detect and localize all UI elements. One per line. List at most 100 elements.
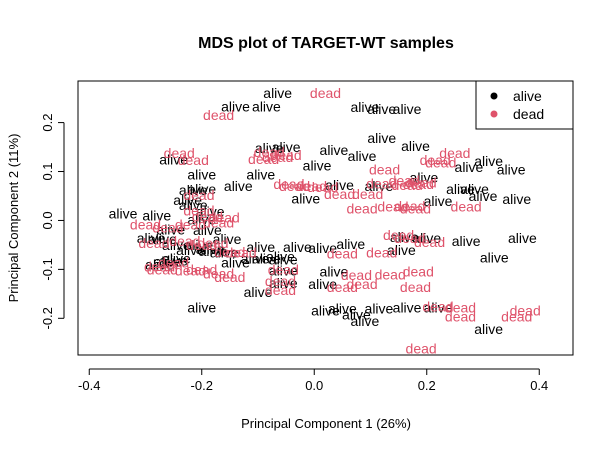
point-label-alive: alive: [196, 241, 225, 257]
point-label-alive: alive: [244, 284, 273, 300]
point-label-alive: alive: [452, 233, 481, 249]
point-label-alive: alive: [173, 192, 202, 208]
point-label-alive: alive: [159, 151, 188, 167]
legend: alive dead: [475, 80, 574, 130]
point-label-dead: dead: [186, 261, 217, 277]
point-label-alive: alive: [367, 130, 396, 146]
point-label-dead: dead: [375, 266, 406, 282]
point-label-dead: dead: [394, 230, 425, 246]
point-label-alive: alive: [185, 237, 214, 253]
point-label-dead: dead: [420, 152, 451, 168]
point-label-dead: dead: [451, 199, 482, 215]
point-label-alive: alive: [224, 178, 253, 194]
point-label-dead: dead: [366, 175, 397, 191]
point-label-dead: dead: [158, 255, 189, 271]
legend-label-dead: dead: [513, 106, 544, 122]
point-label-alive: alive: [350, 99, 379, 115]
point-label-dead: dead: [262, 149, 293, 165]
point-label-alive: alive: [308, 276, 337, 292]
point-label-dead: dead: [510, 302, 541, 318]
point-label-dead: dead: [214, 269, 245, 285]
point-label-alive: alive: [269, 275, 298, 291]
point-label-dead: dead: [203, 214, 234, 230]
point-label-alive: alive: [328, 301, 357, 317]
point-label-alive: alive: [320, 263, 349, 279]
point-label-alive: alive: [336, 236, 365, 252]
point-label-dead: dead: [406, 341, 437, 357]
point-label-dead: dead: [209, 210, 240, 226]
point-label-dead: dead: [341, 267, 372, 283]
point-label-alive: alive: [162, 237, 191, 253]
point-label-dead: dead: [400, 201, 431, 217]
point-label-alive: alive: [221, 255, 250, 271]
point-label-alive: alive: [446, 181, 475, 197]
point-label-dead: dead: [273, 176, 304, 192]
point-label-alive: alive: [154, 254, 183, 270]
point-label-dead: dead: [391, 177, 422, 193]
point-label-dead: dead: [203, 265, 234, 281]
y-tick-label: 0.1: [40, 162, 55, 180]
point-label-dead: dead: [226, 245, 257, 261]
point-label-dead: dead: [175, 262, 206, 278]
point-label-alive: alive: [350, 313, 379, 329]
y-tick-label: 0.2: [40, 114, 55, 132]
point-label-alive: alive: [367, 101, 396, 117]
point-label-alive: alive: [308, 240, 337, 256]
point-label-alive: alive: [424, 193, 453, 209]
point-label-dead: dead: [186, 237, 217, 253]
x-tick-label: 0.0: [305, 378, 323, 393]
point-label-alive: alive: [269, 262, 298, 278]
point-label-alive: alive: [266, 249, 295, 265]
point-label-alive: alive: [390, 229, 419, 245]
point-label-alive: alive: [187, 211, 216, 227]
point-label-dead: dead: [214, 244, 245, 260]
point-label-alive: alive: [210, 245, 239, 261]
y-axis-label: Principal Component 2 (11%): [6, 134, 21, 303]
point-label-dead: dead: [130, 216, 161, 232]
point-label-alive: alive: [474, 321, 503, 337]
point-label-dead: dead: [501, 308, 532, 324]
point-label-dead: dead: [366, 245, 397, 261]
point-label-dead: dead: [203, 107, 234, 123]
point-label-dead: dead: [197, 235, 228, 251]
point-label-dead: dead: [138, 235, 169, 251]
legend-box: [475, 80, 574, 130]
point-label-alive: alive: [269, 252, 298, 268]
point-label-alive: alive: [502, 191, 531, 207]
point-label-alive: alive: [424, 300, 453, 316]
point-label-alive: alive: [145, 256, 174, 272]
point-label-dead: dead: [147, 261, 178, 277]
point-label-dead: dead: [346, 276, 377, 292]
point-label-dead: dead: [327, 246, 358, 262]
point-label-alive: alive: [241, 251, 270, 267]
point-label-alive: alive: [246, 239, 275, 255]
point-label-alive: alive: [401, 138, 430, 154]
point-label-alive: alive: [252, 98, 281, 114]
point-label-dead: dead: [296, 178, 327, 194]
point-label-alive: alive: [387, 242, 416, 258]
point-label-alive: alive: [255, 140, 284, 156]
point-label-alive: alive: [246, 166, 275, 182]
x-tick-label: 0.4: [530, 378, 548, 393]
y-tick-label: 0.0: [40, 211, 55, 229]
point-label-dead: dead: [406, 174, 437, 190]
point-label-alive: alive: [196, 204, 225, 220]
point-label-alive: alive: [412, 230, 441, 246]
point-label-alive: alive: [320, 142, 349, 158]
point-label-alive: alive: [156, 221, 185, 237]
legend-marker-dead: [490, 110, 498, 118]
point-label-dead: dead: [271, 147, 302, 163]
x-axis: -0.4 -0.2 0.0 0.2 0.4: [78, 368, 548, 393]
point-label-alive: alive: [393, 300, 422, 316]
point-label-dead: dead: [403, 176, 434, 192]
point-label-dead: dead: [377, 199, 408, 215]
point-label-dead: dead: [152, 219, 183, 235]
point-label-dead: dead: [422, 299, 453, 315]
point-label-alive: alive: [176, 242, 205, 258]
point-label-alive: alive: [325, 177, 354, 193]
point-label-alive: alive: [272, 139, 301, 155]
legend-label-alive: alive: [513, 88, 542, 104]
point-label-alive: alive: [159, 253, 188, 269]
